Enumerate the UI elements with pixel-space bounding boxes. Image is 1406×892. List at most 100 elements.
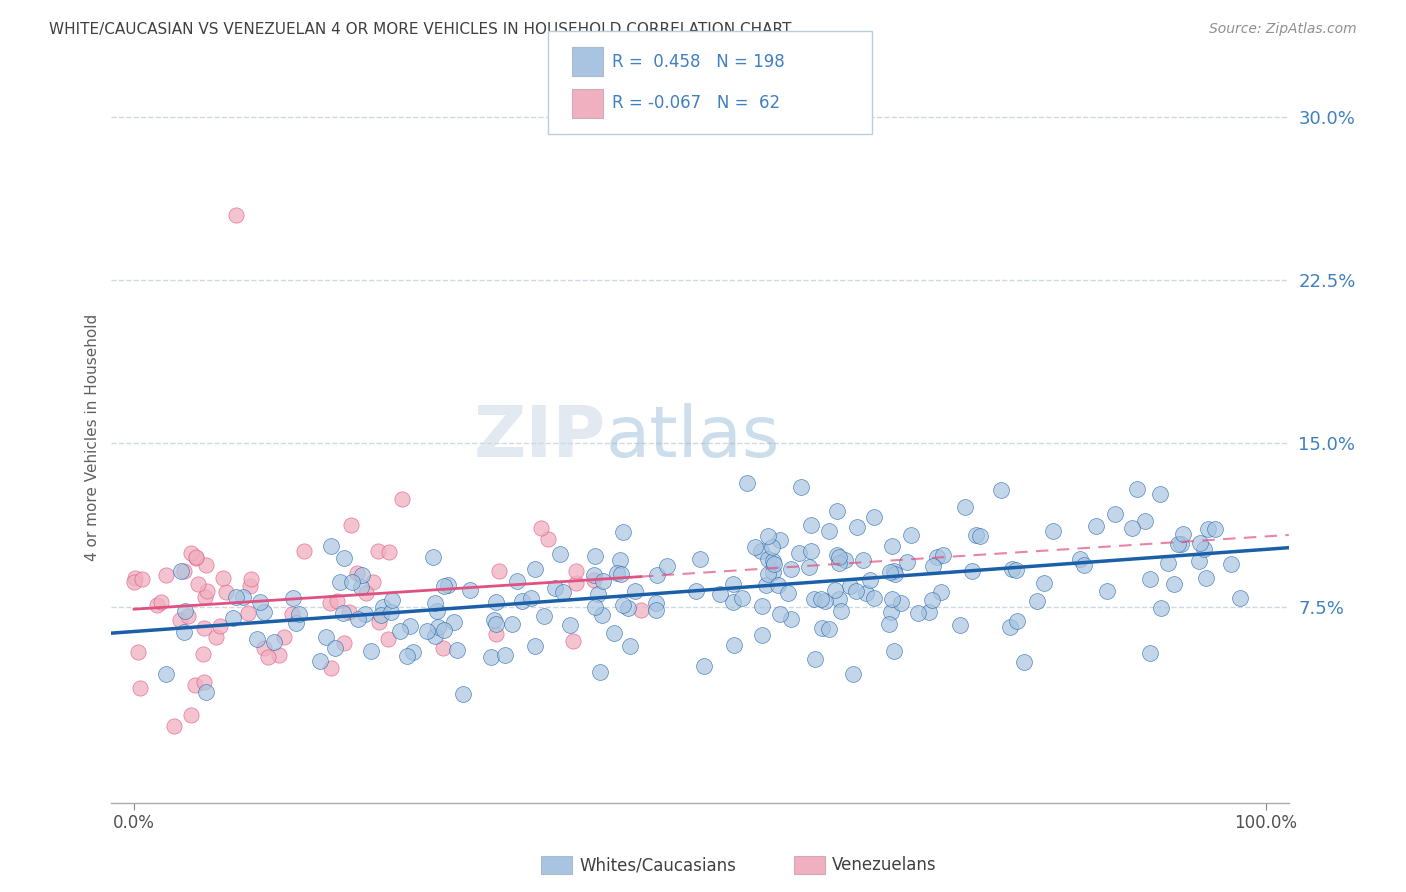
Point — [800, 544, 823, 558]
Y-axis label: 4 or more Vehicles in Household: 4 or more Vehicles in Household — [86, 314, 100, 561]
Point — [378, 545, 401, 559]
Point — [1204, 522, 1226, 536]
Point — [564, 576, 586, 591]
Point — [751, 599, 773, 613]
Point — [433, 623, 456, 637]
Point — [380, 605, 402, 619]
Point — [825, 548, 848, 562]
Point — [485, 594, 508, 608]
Point — [804, 651, 827, 665]
Point — [544, 581, 567, 595]
Point — [583, 600, 606, 615]
Point — [877, 616, 900, 631]
Point — [762, 554, 785, 568]
Point — [433, 578, 456, 592]
Point — [195, 584, 218, 599]
Point — [354, 586, 377, 600]
Point — [610, 567, 633, 582]
Point — [446, 643, 468, 657]
Point — [437, 578, 460, 592]
Point — [1073, 558, 1095, 572]
Point — [1220, 557, 1243, 571]
Point — [803, 592, 825, 607]
Point — [533, 608, 555, 623]
Text: R = -0.067   N =  62: R = -0.067 N = 62 — [612, 95, 780, 112]
Point — [609, 553, 631, 567]
Point — [1139, 646, 1161, 660]
Point — [1005, 563, 1028, 577]
Point — [370, 607, 392, 622]
Point — [723, 577, 745, 591]
Point — [127, 645, 149, 659]
Point — [1104, 508, 1126, 522]
Point — [834, 553, 856, 567]
Point — [422, 549, 444, 564]
Point — [249, 595, 271, 609]
Point — [519, 591, 541, 605]
Point — [350, 568, 373, 582]
Point — [485, 617, 508, 632]
Point — [537, 532, 560, 546]
Point — [1000, 620, 1022, 634]
Point — [929, 584, 952, 599]
Point — [129, 681, 152, 695]
Point — [588, 665, 610, 680]
Point — [617, 600, 640, 615]
Point — [921, 592, 943, 607]
Point — [852, 553, 875, 567]
Point — [273, 630, 295, 644]
Point — [780, 562, 803, 576]
Point — [1229, 591, 1251, 605]
Point — [1139, 572, 1161, 586]
Point — [884, 566, 907, 581]
Point — [184, 678, 207, 692]
Point — [890, 596, 912, 610]
Point — [827, 592, 849, 607]
Point — [225, 208, 247, 222]
Point — [340, 517, 363, 532]
Point — [155, 567, 177, 582]
Point — [603, 626, 626, 640]
Point — [949, 617, 972, 632]
Point — [846, 520, 869, 534]
Point — [862, 591, 884, 605]
Text: Whites/Caucasians: Whites/Caucasians — [579, 856, 737, 874]
Point — [818, 524, 841, 538]
Point — [787, 546, 810, 560]
Text: WHITE/CAUCASIAN VS VENEZUELAN 4 OR MORE VEHICLES IN HOUSEHOLD CORRELATION CHART: WHITE/CAUCASIAN VS VENEZUELAN 4 OR MORE … — [49, 22, 792, 37]
Point — [1069, 551, 1091, 566]
Point — [510, 594, 533, 608]
Point — [173, 564, 195, 578]
Point — [342, 574, 364, 589]
Point — [751, 628, 773, 642]
Point — [693, 659, 716, 673]
Point — [756, 552, 779, 566]
Point — [501, 616, 523, 631]
Point — [315, 630, 337, 644]
Point — [425, 596, 447, 610]
Point — [423, 629, 446, 643]
Point — [863, 509, 886, 524]
Point — [896, 555, 918, 569]
Point — [524, 639, 547, 653]
Point — [169, 613, 191, 627]
Point — [263, 634, 285, 648]
Point — [281, 607, 304, 621]
Point — [191, 647, 214, 661]
Point — [842, 667, 865, 681]
Point — [443, 615, 465, 630]
Point — [426, 620, 449, 634]
Point — [232, 590, 254, 604]
Point — [918, 605, 941, 619]
Point — [391, 492, 413, 507]
Point — [744, 541, 766, 555]
Point — [402, 644, 425, 658]
Point — [762, 557, 785, 571]
Point — [215, 585, 238, 599]
Point — [194, 591, 217, 605]
Point — [1167, 537, 1189, 551]
Point — [1126, 482, 1149, 496]
Point — [810, 592, 832, 607]
Point — [814, 593, 837, 607]
Point — [267, 648, 290, 662]
